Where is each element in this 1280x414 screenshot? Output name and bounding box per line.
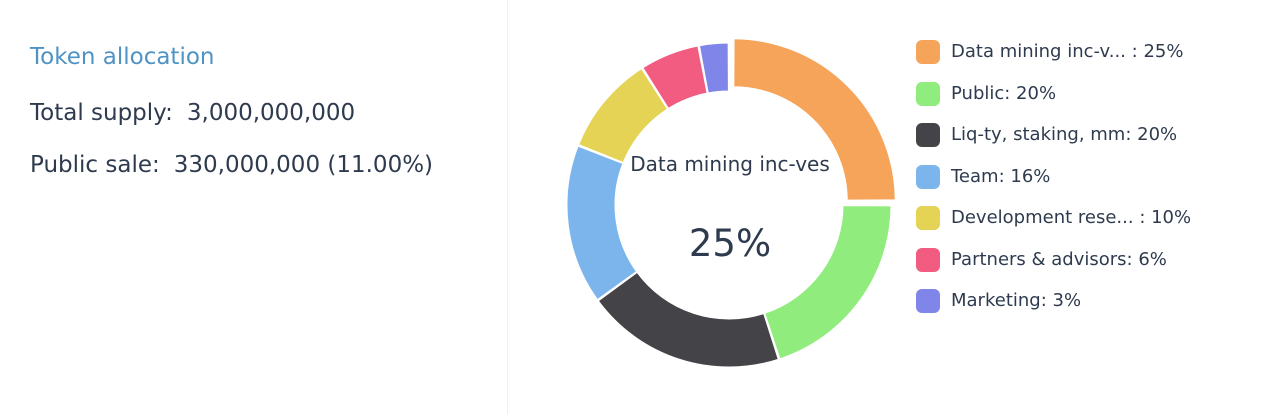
total-supply-value: 3,000,000,000 (186, 100, 356, 126)
slice-marketing[interactable] (698, 42, 729, 94)
legend-label: Data mining inc-v... : 25% (951, 41, 1184, 62)
legend-item[interactable]: Liq-ty, staking, mm: 20% (916, 123, 1266, 165)
token-info-panel: Token allocation Total supply: 3,000,000,… (0, 0, 508, 414)
public-sale-label: Public sale: (30, 152, 160, 178)
public-sale-value: 330,000,000 (11.00%) (173, 152, 434, 178)
legend-swatch (916, 247, 940, 272)
slice-partners-advisors[interactable] (642, 45, 708, 110)
legend-label: Team: 16% (951, 165, 1051, 187)
chart-center-label: Data mining inc-ves (630, 152, 830, 176)
legend-item[interactable]: Team: 16% (916, 164, 1266, 207)
total-supply-row: Total supply: 3,000,000,000 (30, 100, 355, 126)
legend-swatch (916, 123, 940, 147)
legend-label: Marketing: 3% (951, 290, 1082, 311)
legend-swatch (916, 40, 940, 64)
slice-data-mining-inc-ves[interactable] (733, 38, 896, 201)
slice-public[interactable] (764, 205, 892, 360)
slice-liq-ty-staking-mm[interactable] (597, 271, 779, 368)
slice-development-rese[interactable] (578, 67, 669, 164)
legend-item[interactable]: Development rese... : 10% (916, 206, 1266, 248)
legend-label: Public: 20% (951, 82, 1057, 104)
total-supply-label: Total supply: (30, 100, 173, 126)
legend-label: Liq-ty, staking, mm: 20% (951, 124, 1178, 145)
legend-item[interactable]: Public: 20% (916, 81, 1266, 124)
chart-center-value: 25% (688, 222, 772, 265)
slice-team[interactable] (566, 145, 638, 301)
legend-swatch (916, 164, 940, 189)
legend-swatch (916, 289, 940, 313)
legend-item[interactable]: Partners & advisors: 6% (916, 247, 1266, 290)
legend-item[interactable]: Data mining inc-v... : 25% (916, 40, 1266, 82)
doughnut-chart-svg (566, 38, 896, 368)
allocation-doughnut-chart: Data mining inc-ves 25% (560, 34, 902, 376)
section-title: Token allocation (30, 44, 215, 70)
chart-legend: Data mining inc-v... : 25% Public: 20% Liq… (916, 40, 1266, 331)
public-sale-row: Public sale: 330,000,000 (11.00%) (30, 152, 433, 178)
legend-label: Development rese... : 10% (951, 207, 1192, 228)
legend-label: Partners & advisors: 6% (951, 248, 1167, 270)
legend-item[interactable]: Marketing: 3% (916, 289, 1266, 331)
legend-swatch (916, 81, 940, 106)
legend-swatch (916, 206, 940, 230)
